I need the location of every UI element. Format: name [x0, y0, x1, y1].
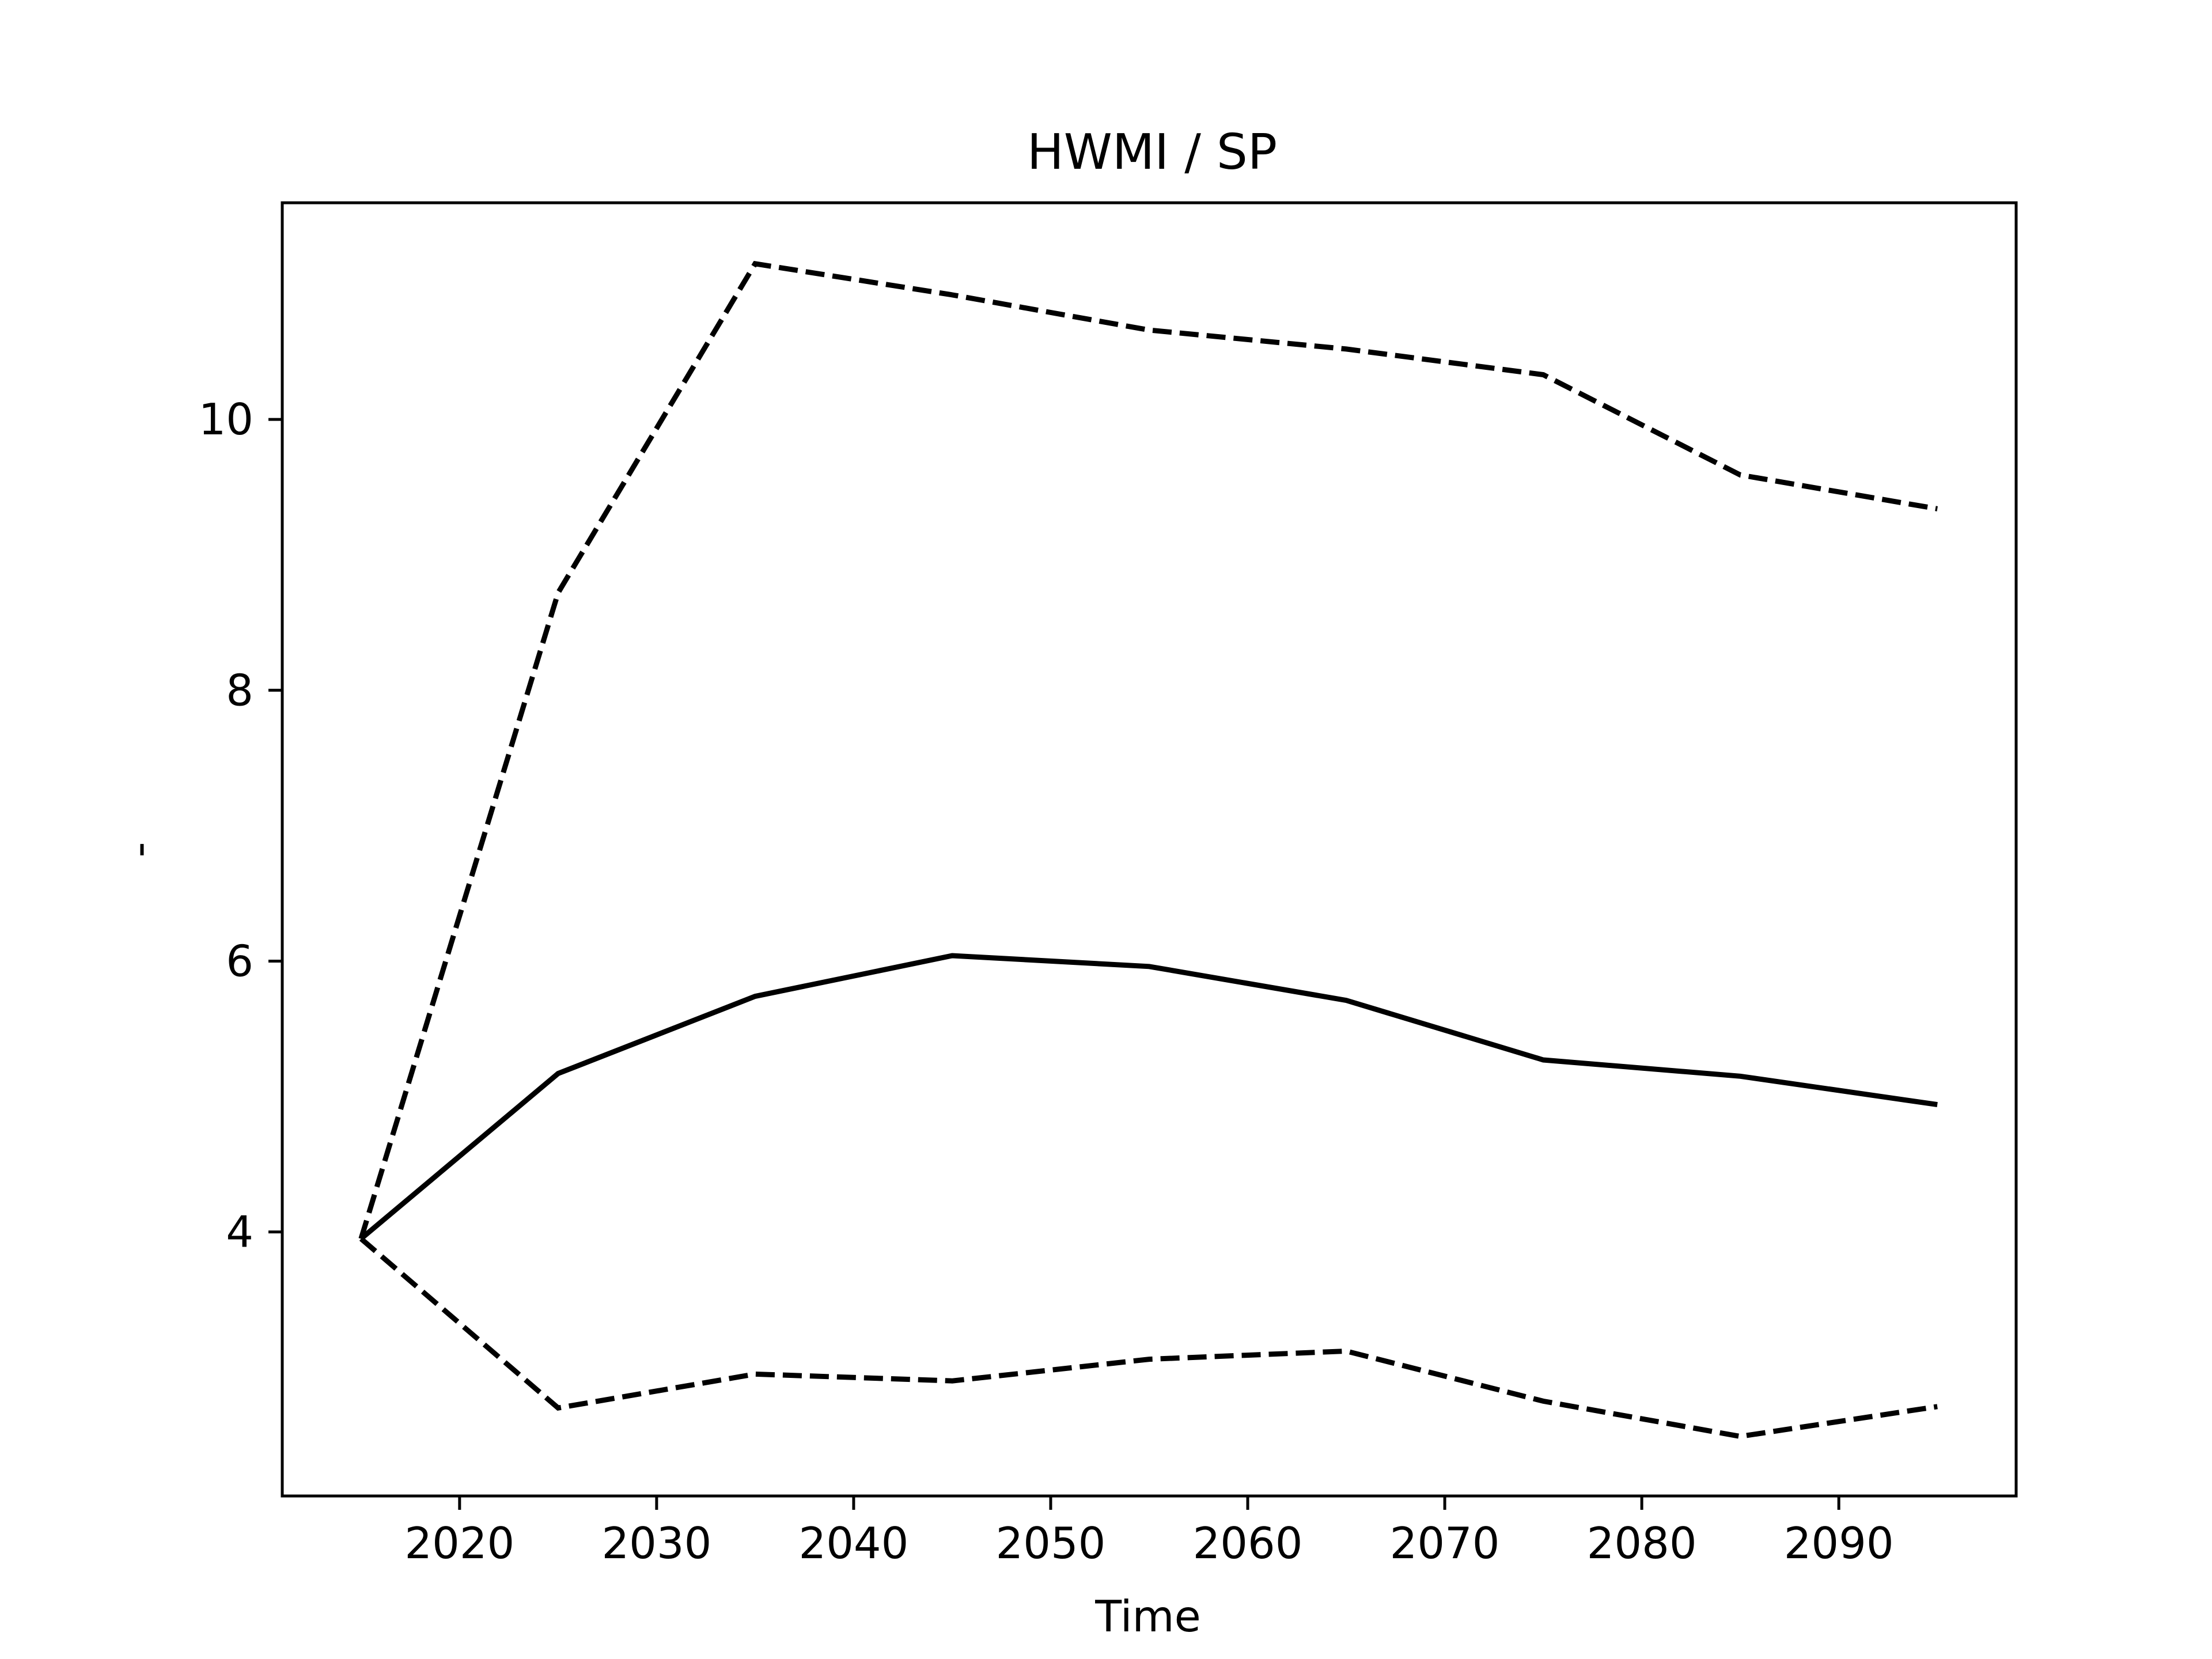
series-line-3 — [359, 1236, 1938, 1440]
x-tick-label: 2080 — [1587, 1518, 1697, 1569]
series-line-2 — [358, 260, 1938, 1240]
y-axis-label: - — [113, 842, 164, 857]
x-tick-label: 2050 — [996, 1518, 1106, 1569]
x-tick-label: 2060 — [1193, 1518, 1303, 1569]
plot-frame — [281, 201, 2018, 1498]
x-axis-label: Time — [1094, 1591, 1201, 1642]
x-tick-label: 2070 — [1390, 1518, 1500, 1569]
y-tick-label: 6 — [226, 935, 253, 986]
x-tick-label: 2030 — [601, 1518, 711, 1569]
y-axis-ticks: 4 6 8 10 — [199, 394, 282, 1257]
y-tick-label: 8 — [226, 665, 253, 715]
chart-title: HWMI / SP — [1027, 124, 1277, 181]
y-tick-label: 4 — [226, 1207, 253, 1257]
x-tick-label: 2040 — [798, 1518, 908, 1569]
x-tick-label: 2090 — [1784, 1518, 1894, 1569]
series-layer — [358, 260, 1938, 1440]
x-axis-ticks: 2020 2030 2040 2050 2060 2070 2080 2090 — [404, 1496, 1894, 1569]
series-line-1 — [359, 953, 1938, 1241]
y-tick-label: 10 — [199, 394, 253, 445]
x-tick-label: 2020 — [404, 1518, 514, 1569]
